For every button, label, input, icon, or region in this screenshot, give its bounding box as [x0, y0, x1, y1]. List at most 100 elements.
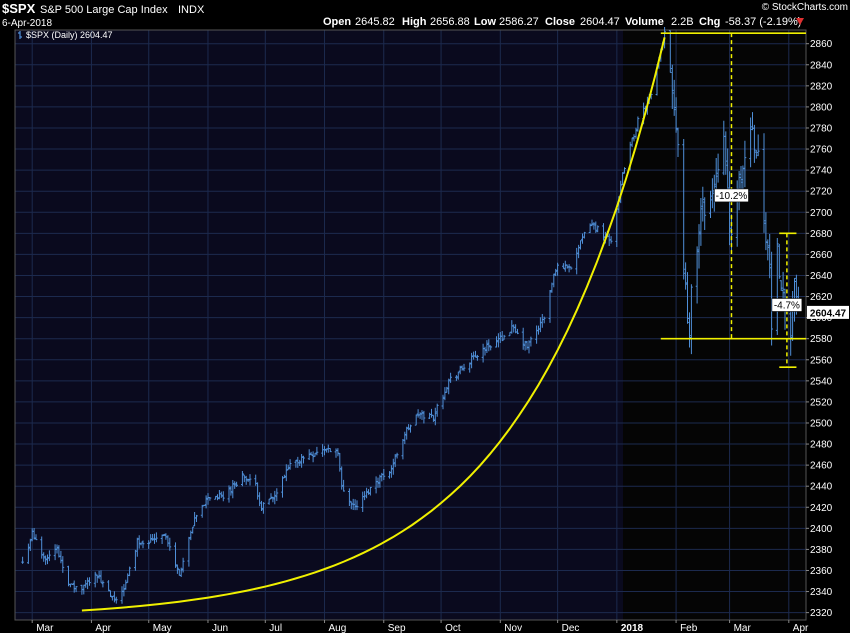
price-bar [562, 263, 565, 269]
price-bar [229, 486, 233, 496]
price-bar [609, 236, 613, 244]
price-bar [244, 475, 248, 485]
price-bar [676, 127, 680, 157]
y-tick-label: 2700 [810, 208, 833, 219]
price-bar [162, 533, 166, 537]
price-bar [781, 271, 785, 304]
price-bar [789, 306, 793, 356]
chg-value: -58.37 (-2.19%) [725, 16, 801, 28]
price-bar [403, 431, 407, 444]
plot-panel-2018 [623, 30, 806, 620]
price-bar [323, 446, 326, 456]
price-bar [728, 171, 731, 246]
y-tick-label: 2460 [810, 461, 833, 472]
price-bar [476, 354, 479, 361]
price-bar [283, 474, 286, 479]
price-bar [569, 266, 573, 270]
price-bar [204, 495, 208, 509]
price-bar [176, 564, 179, 574]
price-bar [414, 414, 418, 426]
price-bar [749, 117, 752, 168]
price-bar [231, 480, 235, 499]
price-bar [674, 97, 678, 133]
price-bar [456, 371, 460, 380]
price-bar [70, 583, 74, 585]
price-bars [21, 27, 800, 604]
price-bar [777, 243, 781, 279]
price-bar [315, 446, 319, 456]
price-bar [113, 591, 116, 603]
price-bar [44, 555, 47, 565]
brand-logo: © StockCharts.com [762, 2, 848, 13]
price-bar [342, 479, 345, 492]
price-bar [672, 79, 676, 116]
price-bar [93, 571, 97, 588]
price-bar [294, 459, 298, 468]
price-bar [407, 424, 410, 431]
price-bar [168, 537, 172, 551]
price-bar [61, 556, 65, 573]
price-bar [313, 453, 317, 457]
price-bar [489, 345, 493, 351]
price-bar [592, 222, 596, 230]
price-bar [286, 464, 290, 471]
price-bar [682, 139, 686, 280]
price-bar [328, 448, 332, 453]
price-bar [764, 212, 768, 251]
price-bar [376, 477, 380, 488]
price-bar [174, 542, 177, 568]
close-value: 2604.47 [580, 16, 620, 28]
price-bar [137, 535, 141, 549]
price-bar [40, 536, 44, 559]
price-bar [195, 514, 198, 522]
open-label: Open [323, 16, 351, 28]
price-bar [273, 490, 277, 505]
price-bar [435, 403, 439, 417]
y-tick-label: 2380 [810, 545, 833, 556]
price-bar [271, 496, 275, 503]
price-bar [455, 375, 458, 381]
y-tick-label: 2520 [810, 397, 833, 408]
x-tick-label: Jul [269, 623, 282, 633]
price-bar [153, 533, 156, 544]
plot-border [14, 29, 807, 621]
price-bar [365, 487, 368, 499]
y-tick-label: 2820 [810, 81, 833, 92]
price-bar [634, 127, 638, 139]
x-tick-label: Oct [445, 623, 461, 633]
price-bar [670, 64, 674, 109]
index-name: S&P 500 Large Cap Index [40, 4, 168, 16]
price-bar [88, 577, 91, 586]
x-tick-label: Feb [680, 623, 698, 633]
price-bar [701, 186, 705, 222]
price-bar [502, 334, 506, 340]
price-bar [187, 536, 191, 567]
price-bar [101, 580, 105, 588]
price-bar [248, 474, 252, 486]
close-label: Close [545, 16, 575, 28]
x-tick-label: Aug [329, 623, 347, 633]
price-bar [596, 225, 600, 233]
price-bar [548, 290, 552, 323]
price-bar [462, 363, 466, 372]
price-bar [200, 504, 204, 518]
price-bar [449, 372, 452, 383]
price-bar [432, 414, 435, 422]
price-bar [556, 262, 559, 276]
price-bar [348, 488, 351, 506]
price-bar [500, 331, 504, 342]
price-bar [122, 584, 126, 597]
price-bar [552, 273, 556, 288]
price-bar [221, 491, 225, 502]
price-bar [355, 500, 359, 511]
price-bar [269, 493, 273, 500]
price-bar [260, 500, 263, 511]
low-value: 2586.27 [499, 16, 539, 28]
price-bar [241, 471, 244, 487]
price-bar [529, 336, 533, 347]
annotations: -10.2% -4.7% [81, 32, 806, 612]
y-tick-label: 2580 [810, 334, 833, 345]
price-bar [128, 566, 131, 577]
price-bar [695, 246, 699, 304]
y-tick-label: 2840 [810, 60, 833, 71]
